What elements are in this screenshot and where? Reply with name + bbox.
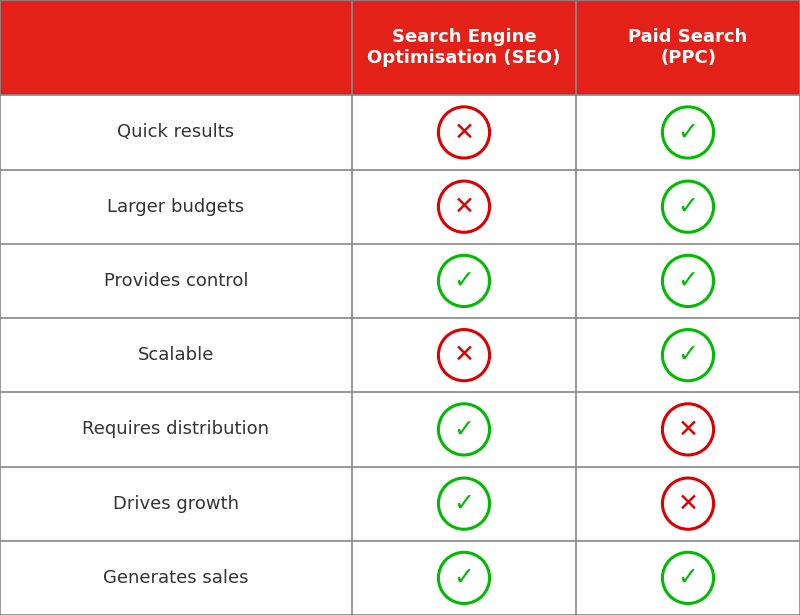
Text: Requires distribution: Requires distribution: [82, 421, 270, 438]
FancyBboxPatch shape: [0, 318, 800, 392]
Text: ✓: ✓: [454, 491, 474, 515]
Text: Larger budgets: Larger budgets: [107, 197, 245, 216]
Text: Scalable: Scalable: [138, 346, 214, 364]
FancyBboxPatch shape: [0, 467, 800, 541]
FancyBboxPatch shape: [0, 541, 800, 615]
Text: Provides control: Provides control: [104, 272, 248, 290]
Text: Paid Search
(PPC): Paid Search (PPC): [628, 28, 748, 67]
FancyBboxPatch shape: [0, 170, 800, 244]
Text: ✕: ✕: [454, 195, 474, 219]
Text: ✕: ✕: [454, 121, 474, 145]
Text: Drives growth: Drives growth: [113, 494, 239, 513]
Text: ✓: ✓: [678, 566, 698, 590]
Text: ✕: ✕: [678, 418, 698, 442]
Text: ✕: ✕: [454, 343, 474, 367]
Text: ✕: ✕: [678, 491, 698, 515]
Text: ✓: ✓: [454, 566, 474, 590]
FancyBboxPatch shape: [0, 0, 800, 95]
Text: ✓: ✓: [454, 269, 474, 293]
Text: Generates sales: Generates sales: [103, 569, 249, 587]
FancyBboxPatch shape: [0, 392, 800, 467]
FancyBboxPatch shape: [0, 244, 800, 318]
Text: Quick results: Quick results: [118, 124, 234, 141]
Text: Search Engine
Optimisation (SEO): Search Engine Optimisation (SEO): [367, 28, 561, 67]
Text: ✓: ✓: [678, 343, 698, 367]
FancyBboxPatch shape: [0, 95, 800, 170]
Text: ✓: ✓: [454, 418, 474, 442]
Text: ✓: ✓: [678, 195, 698, 219]
Text: ✓: ✓: [678, 121, 698, 145]
Text: ✓: ✓: [678, 269, 698, 293]
